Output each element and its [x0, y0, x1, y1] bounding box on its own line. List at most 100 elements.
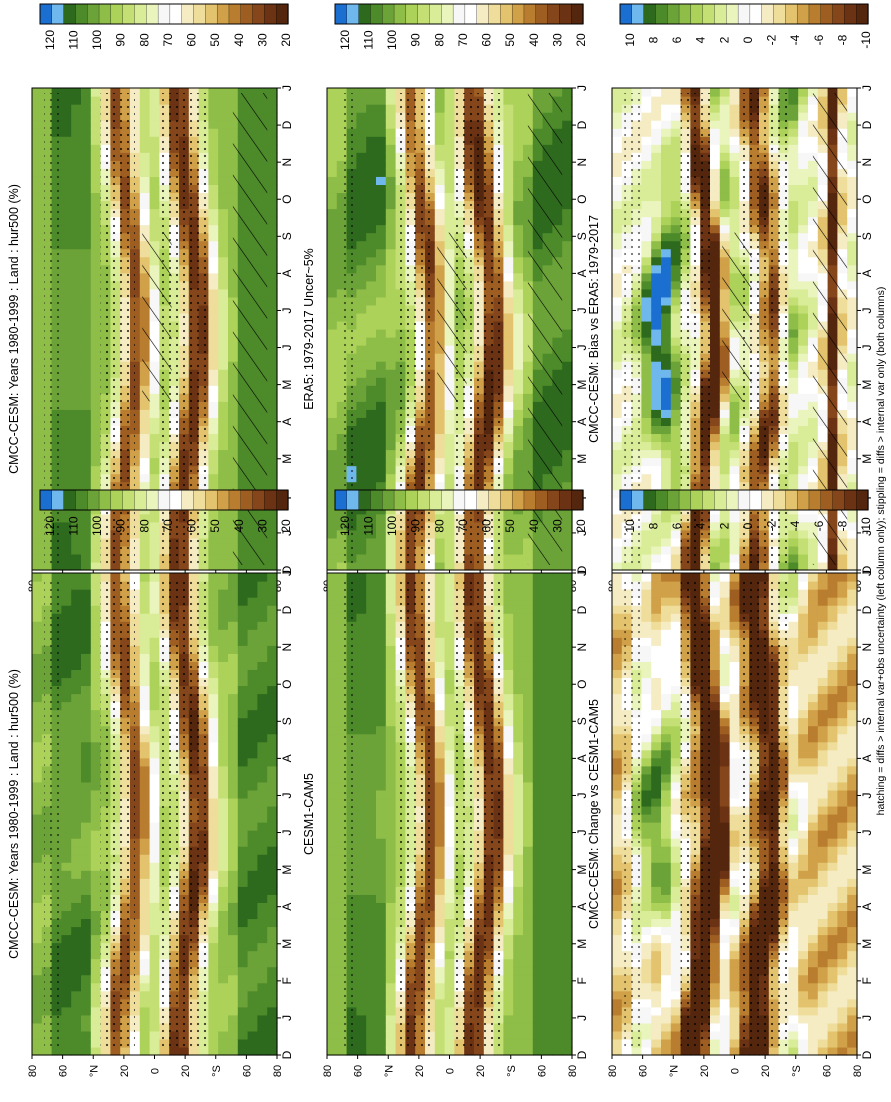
- heatmap-cell: [503, 425, 514, 435]
- heatmap-cell: [513, 264, 524, 274]
- heatmap-cell: [376, 216, 387, 226]
- heatmap-cell: [562, 256, 573, 266]
- heatmap-cell: [32, 709, 43, 719]
- heatmap-cell: [336, 88, 348, 97]
- heatmap-cell: [32, 789, 43, 799]
- heatmap-cell: [247, 805, 258, 815]
- heatmap-cell: [257, 958, 268, 968]
- heatmap-cell: [327, 950, 338, 960]
- heatmap-cell: [327, 597, 338, 606]
- heatmap-cell: [218, 433, 229, 443]
- heatmap-cell: [90, 425, 102, 435]
- heatmap-cell: [61, 561, 72, 571]
- heatmap-cell: [208, 982, 219, 992]
- heatmap-cell: [218, 553, 229, 563]
- heatmap-cell: [425, 272, 436, 282]
- heatmap-cell: [267, 152, 278, 161]
- heatmap-cell: [464, 88, 475, 97]
- heatmap-cell: [218, 918, 229, 928]
- heatmap-cell: [513, 473, 524, 483]
- heatmap-cell: [552, 88, 563, 97]
- heatmap-cell: [376, 128, 387, 137]
- heatmap-cell: [81, 409, 92, 418]
- heatmap-cell: [356, 320, 367, 330]
- heatmap-cell: [267, 733, 278, 743]
- heatmap-cell: [208, 393, 219, 402]
- heatmap-cell: [425, 377, 436, 386]
- heatmap-cell: [327, 192, 338, 202]
- heatmap-cell: [71, 256, 82, 266]
- heatmap-cell: [376, 160, 387, 169]
- heatmap-cell: [90, 144, 102, 153]
- heatmap-cell: [327, 152, 338, 161]
- heatmap-cell: [385, 144, 397, 153]
- heatmap-cell: [81, 337, 92, 346]
- heatmap-cell: [90, 653, 102, 662]
- heatmap-cell: [513, 377, 524, 386]
- heatmap-cell: [130, 288, 141, 298]
- heatmap-cell: [90, 433, 102, 443]
- heatmap-cell: [81, 814, 92, 823]
- heatmap-cell: [208, 441, 219, 451]
- heatmap-cell: [130, 128, 141, 137]
- heatmap-cell: [247, 613, 258, 622]
- heatmap-cell: [376, 433, 387, 443]
- heatmap-cell: [61, 216, 72, 226]
- heatmap-cell: [356, 725, 367, 735]
- heatmap-cell: [228, 773, 239, 783]
- heatmap-cell: [32, 425, 43, 435]
- colorbar-label: 40: [232, 519, 246, 533]
- heatmap-cell: [228, 1014, 239, 1024]
- heatmap-cell: [434, 465, 446, 475]
- heatmap-cell: [356, 814, 367, 823]
- heatmap-cell: [208, 862, 219, 871]
- heatmap-cell: [513, 353, 524, 362]
- heatmap-cell: [327, 613, 338, 622]
- heatmap-cell: [71, 709, 82, 719]
- heatmap-cell: [356, 1014, 367, 1024]
- heatmap-cell: [61, 757, 72, 767]
- heatmap-cell: [336, 1046, 348, 1056]
- heatmap-cell: [218, 814, 229, 823]
- heatmap-cell: [327, 288, 338, 298]
- heatmap-cell: [218, 320, 229, 330]
- heatmap-cell: [149, 894, 160, 903]
- heatmap-cell: [208, 894, 219, 903]
- heatmap-cell: [327, 653, 338, 662]
- heatmap-cell: [90, 741, 102, 751]
- colorbar-label: 90: [114, 519, 128, 533]
- heatmap-cell: [228, 653, 239, 662]
- heatmap-cell: [513, 240, 524, 250]
- heatmap-cell: [81, 457, 92, 467]
- heatmap-cell: [149, 545, 160, 555]
- heatmap-cell: [434, 144, 446, 153]
- heatmap-cell: [130, 184, 141, 194]
- heatmap-cell: [198, 88, 209, 97]
- colorbar-swatch: [429, 3, 442, 25]
- heatmap-cell: [130, 653, 141, 662]
- heatmap-cell: [356, 385, 367, 394]
- heatmap-cell: [71, 377, 82, 386]
- heatmap-cell: [139, 749, 151, 759]
- heatmap-cell: [149, 553, 160, 563]
- heatmap-cell: [267, 629, 278, 638]
- heatmap-cell: [366, 264, 377, 274]
- heatmap-cell: [356, 966, 367, 976]
- heatmap-cell: [247, 773, 258, 783]
- heatmap-cell: [267, 805, 278, 815]
- x-tick-label: J: [280, 830, 294, 836]
- heatmap-cell: [90, 200, 102, 210]
- heatmap-cell: [81, 846, 92, 855]
- heatmap-cell: [32, 886, 43, 895]
- heatmap-cell: [228, 942, 239, 952]
- heatmap-cell: [513, 120, 524, 129]
- heatmap-cell: [218, 581, 229, 590]
- heatmap-cell: [327, 814, 338, 823]
- heatmap-cell: [81, 637, 92, 646]
- heatmap-cell: [71, 1038, 82, 1048]
- heatmap-cell: [81, 1006, 92, 1016]
- heatmap-cell: [228, 717, 239, 727]
- heatmap-cell: [130, 886, 141, 895]
- heatmap-cell: [81, 545, 92, 555]
- heatmap-cell: [267, 902, 278, 911]
